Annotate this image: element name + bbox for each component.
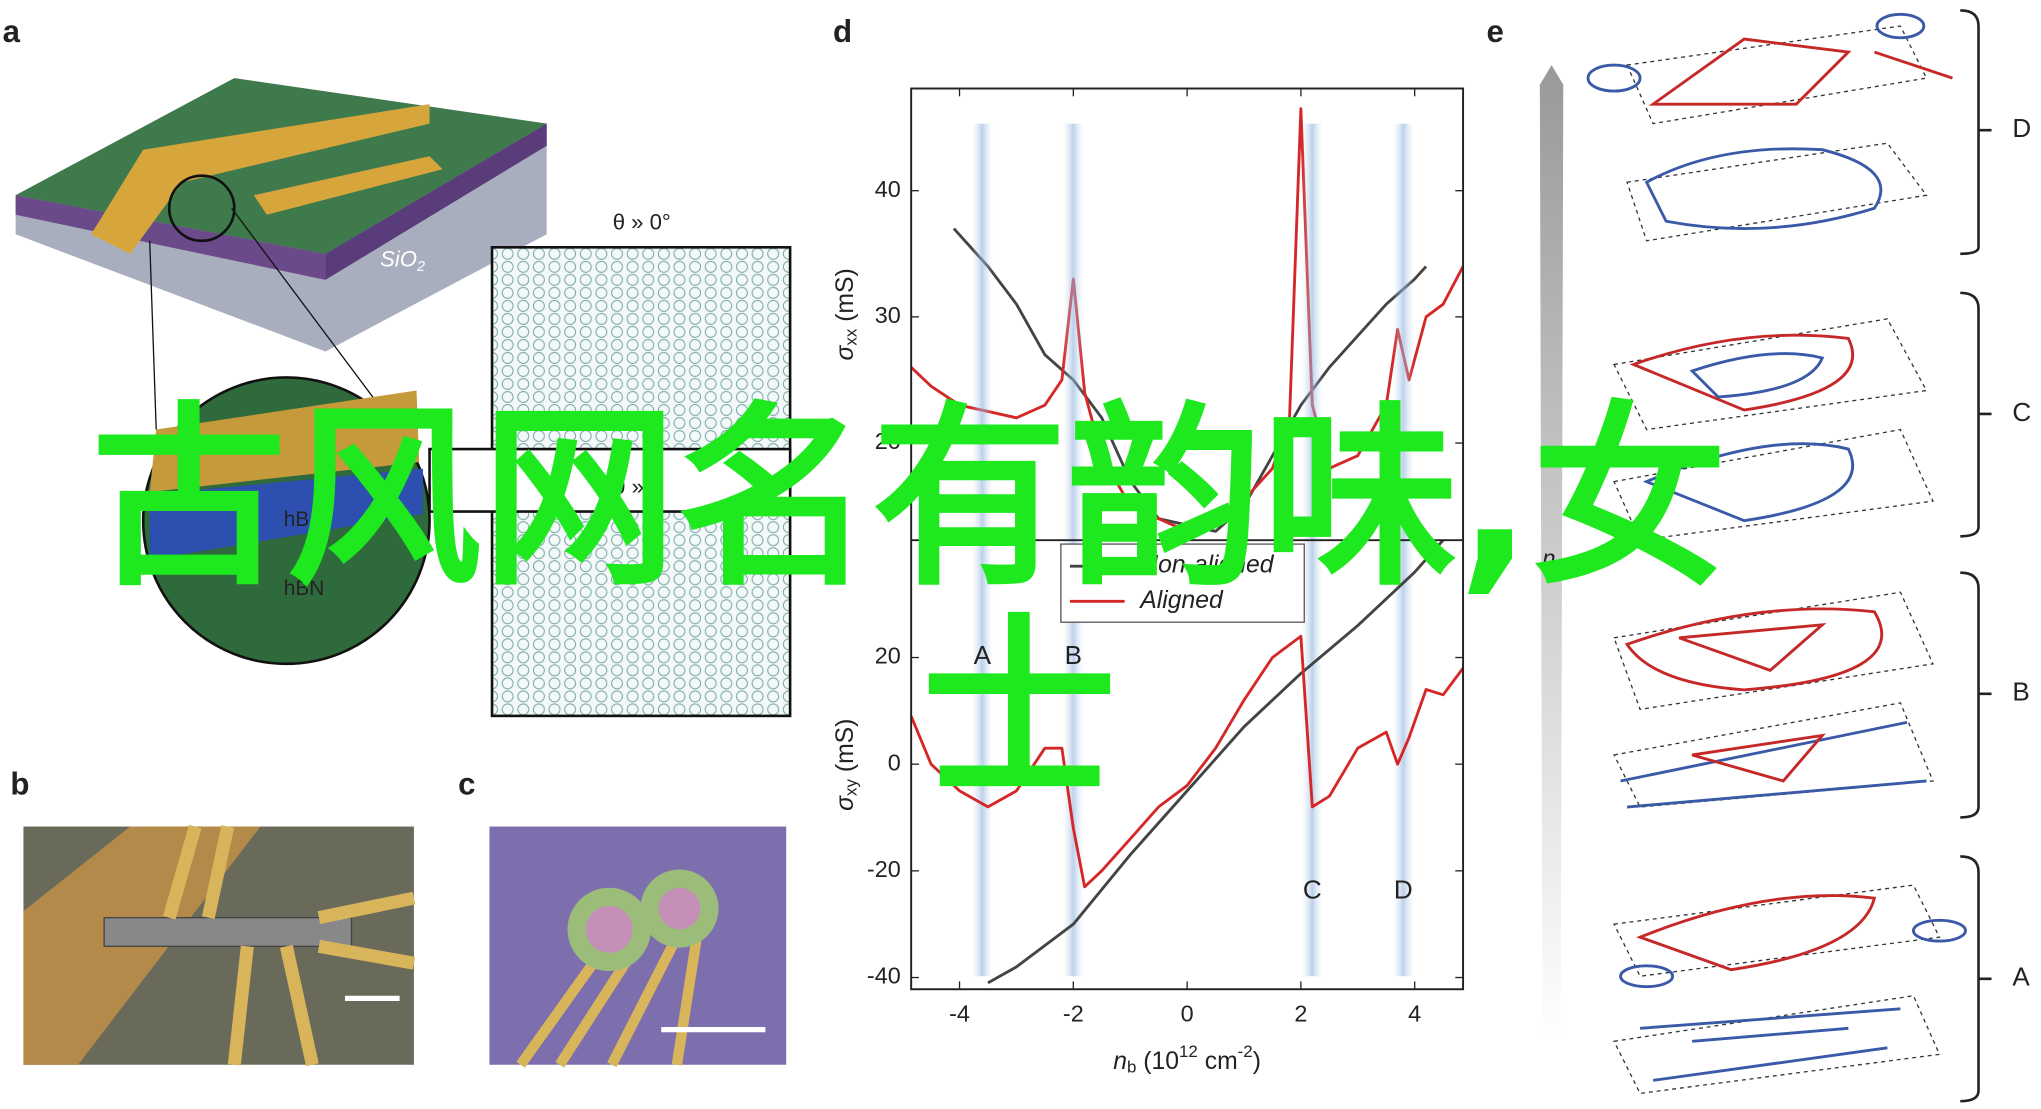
overlay-text: 士 [922,598,1117,825]
panel-c [489,826,787,1068]
band-label: C [1303,875,1322,905]
plot-frame [910,87,1465,991]
y-tick-label: -20 [867,856,901,882]
label-part: xy [842,778,861,795]
x-tick-label: -4 [949,1000,970,1026]
group-label: C [2012,397,2031,427]
y-tick-label: 0 [888,749,901,775]
x-tick-label: 2 [1294,1000,1307,1026]
label-part: σ [832,344,859,360]
inset-title: θ » 0° [613,210,671,235]
arrow-label: n [1542,545,1555,571]
group-label: D [2012,113,2031,143]
label-part: (mS) [832,268,859,328]
y-axis-label: σxy (mS) [832,719,861,811]
label-part: 12 [1179,1042,1198,1061]
y-tick-label: 20 [875,643,901,669]
group-label: A [2012,962,2030,992]
band [971,123,993,977]
panel-label: a [3,14,21,49]
x-tick-label: 4 [1408,1000,1421,1026]
series-line [987,539,1445,985]
legend-label: Aligned [1138,587,1224,614]
y-tick-label: 20 [875,428,901,454]
panel-b [23,824,416,1067]
panel-label: d [833,14,852,49]
label-part: b [1127,1058,1136,1077]
label-part: n [1113,1048,1127,1075]
legend-box [1060,543,1305,623]
panel-label: b [10,766,29,801]
legend-label: Non-aligned [1140,552,1275,579]
band-label: B [1065,640,1082,670]
label-part: -2 [1238,1042,1253,1061]
series-line [952,227,1428,533]
substrate-label: SiO2 [380,246,425,274]
series-line [909,634,1465,889]
x-tick-label: 0 [1181,1000,1194,1026]
y-axis-label: σxx (mS) [832,268,861,360]
label-part: σ [832,795,859,811]
panel-label: c [458,766,475,801]
band-label: D [1394,875,1413,905]
band-label: A [974,640,992,670]
group-label: B [2012,677,2029,707]
band [1301,123,1323,977]
layer-label: hB [284,508,309,531]
x-tick-label: -2 [1063,1000,1084,1026]
layer-label: hBN [284,577,325,600]
y-tick-label: 30 [875,302,901,328]
label-part: cm [1198,1048,1238,1075]
x-axis-label: nb (1012 cm-2) [1113,1042,1261,1077]
inset-title: θ » 0 [613,474,662,499]
label-part: (10 [1136,1048,1179,1075]
y-tick-label: -40 [867,963,901,989]
panel-e: n D C B A [1539,9,2031,1103]
panel-label: e [1486,14,1503,49]
label-part: ) [1253,1048,1261,1075]
panel-a: SiO2 hB hBN θ » 0° θ » 0 [15,78,792,718]
label-part: xx [842,328,861,345]
overlay-text: 古风网名有韵味,女 [91,386,1727,613]
y-tick-label: 40 [875,176,901,202]
label-part: (mS) [832,719,859,779]
